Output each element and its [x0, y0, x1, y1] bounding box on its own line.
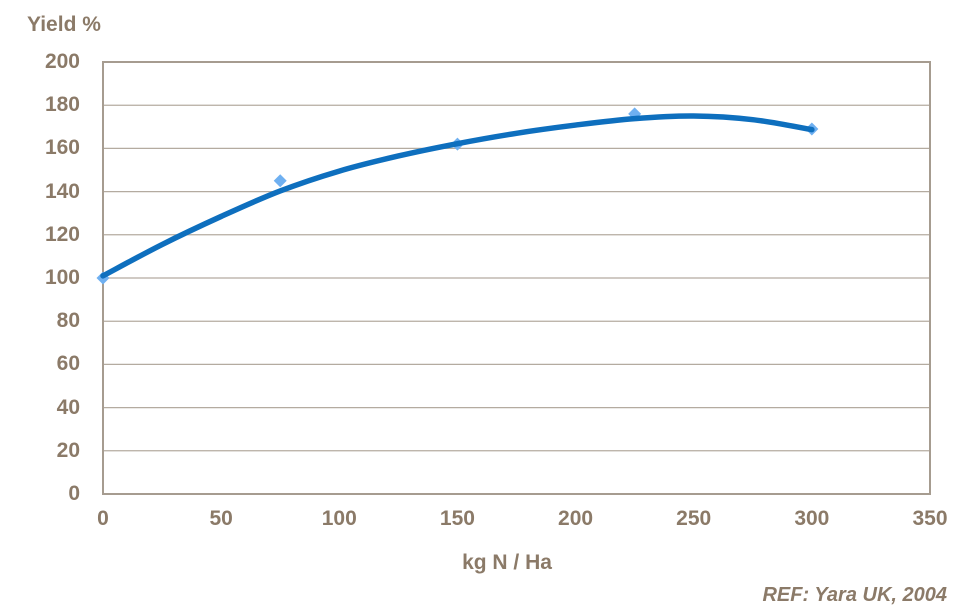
x-tick-label: 100 — [321, 507, 357, 530]
y-tick-label: 60 — [56, 352, 80, 376]
x-tick-label: 300 — [794, 507, 830, 530]
y-tick-label: 200 — [44, 50, 80, 73]
y-tick-label: 100 — [44, 266, 80, 289]
y-tick-label: 20 — [56, 438, 80, 462]
data-point-marker — [273, 174, 287, 188]
x-tick-label: 200 — [558, 507, 594, 530]
x-tick-label: 150 — [439, 507, 475, 530]
reference-citation: REF: Yara UK, 2004 — [762, 584, 947, 606]
y-tick-label: 160 — [44, 136, 80, 160]
y-tick-label: 120 — [44, 222, 80, 246]
y-axis-title: Yield % — [27, 13, 101, 36]
y-tick-label: 180 — [44, 93, 80, 117]
y-tick-label: 80 — [56, 309, 80, 333]
x-axis-title: kg N / Ha — [462, 551, 552, 574]
x-tick-label: 50 — [209, 507, 233, 530]
x-tick-label: 350 — [912, 507, 948, 530]
x-tick-label: 0 — [97, 507, 109, 530]
trendline-curve — [100, 113, 815, 279]
y-tick-label: 0 — [68, 482, 80, 505]
y-tick-label: 140 — [44, 179, 80, 203]
x-tick-label: 250 — [676, 507, 712, 530]
y-tick-label: 40 — [56, 395, 80, 419]
